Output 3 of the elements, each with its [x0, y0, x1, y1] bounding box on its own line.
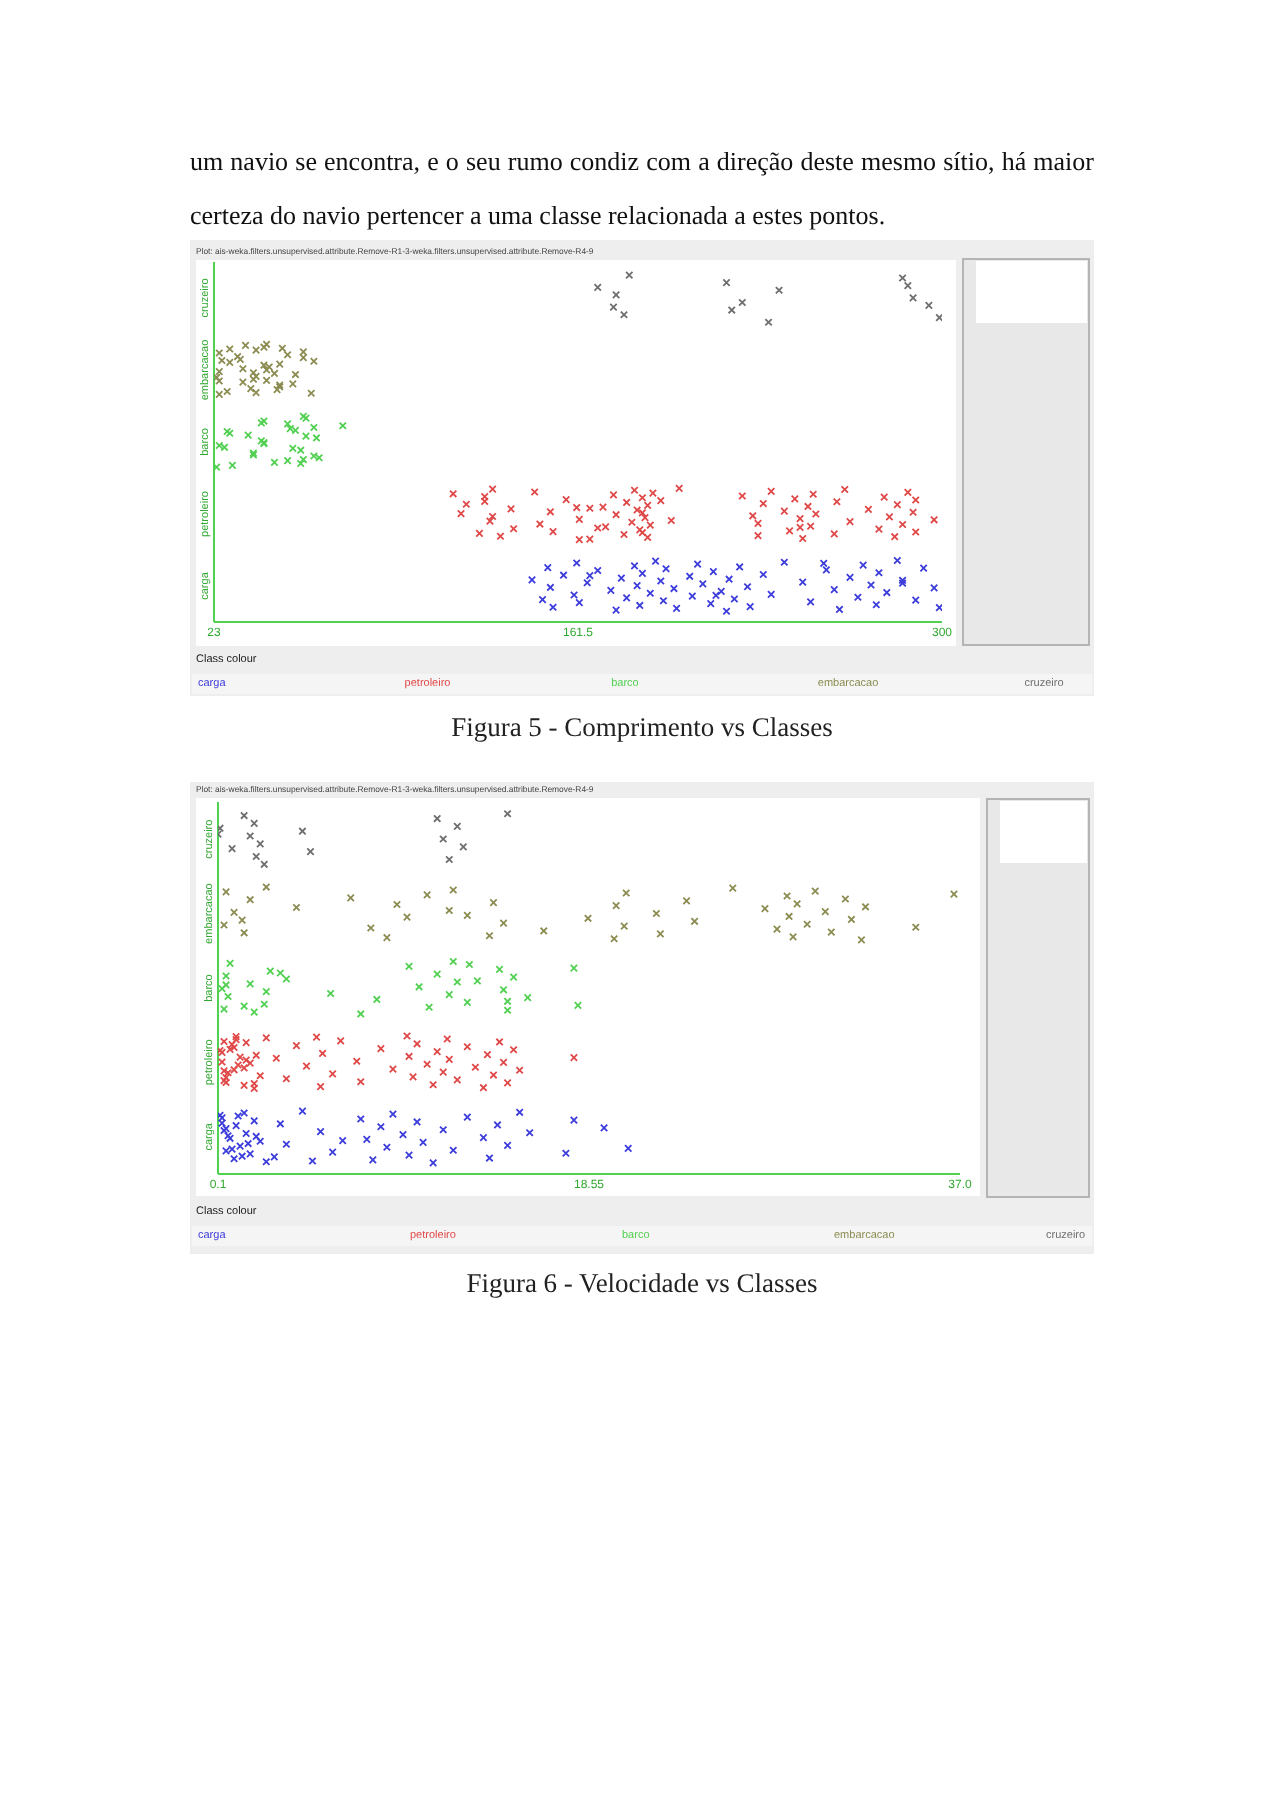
text: um navio se encontra, e o seu rumo condiz com a direção deste mesmo sítio, há maior certeza do navio pertencer a uma classe relacionada a estes pontos. [190, 144, 1094, 234]
text: Figura 6 - Velocidade vs Classes [464, 1268, 820, 1300]
text: Figura 5 - Comprimento vs Classes [449, 712, 835, 744]
